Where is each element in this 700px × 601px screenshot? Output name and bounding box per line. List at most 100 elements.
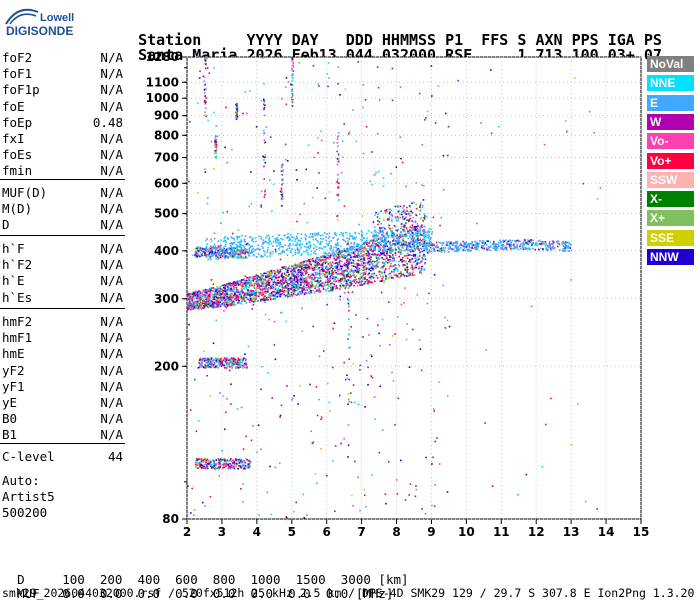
x-tick-label: 13 [563,525,580,539]
echo-point [227,283,229,285]
echo-point [466,246,468,248]
echo-point [221,460,223,462]
echo-point [469,250,471,252]
echo-point [255,293,257,295]
echo-point [209,366,211,368]
echo-point [415,257,417,259]
echo-point [413,272,415,274]
echo-point [199,256,201,258]
echo-point [400,253,402,255]
echo-point [382,237,384,239]
echo-point [339,264,341,266]
echo-point [282,289,284,291]
echo-point [210,461,212,463]
echo-point [311,283,313,285]
echo-point [245,302,247,304]
echo-point [234,285,236,287]
echo-point [477,243,479,245]
echo-point [261,279,263,281]
echo-point [385,259,387,261]
echo-point [487,240,489,242]
echo-point [246,257,248,259]
echo-point [199,300,201,302]
echo-point [204,360,206,362]
echo-point [431,244,433,246]
echo-point [334,284,336,286]
echo-point [412,274,414,276]
echo-point [285,280,287,282]
echo-point [369,272,371,274]
echo-point [367,262,369,264]
echo-point [401,212,403,214]
echo-point [300,272,302,274]
echo-point [553,243,555,245]
echo-point [301,243,303,245]
echo-point [237,257,239,259]
echo-point [209,363,211,365]
echo-point [201,248,203,250]
echo-point [278,248,280,250]
echo-point [205,362,207,364]
echo-point [358,233,360,235]
echo-point [327,254,329,256]
echo-point [196,297,198,299]
echo-point [370,276,372,278]
echo-point [314,251,316,253]
echo-point [424,263,426,265]
echo-point [411,220,413,222]
echo-point [278,292,280,294]
echo-point [322,267,324,269]
echo-point [448,241,450,243]
echo-point [233,303,235,305]
echo-point [249,290,251,292]
echo-point [409,244,411,246]
echo-point [269,297,271,299]
echo-point [570,247,572,249]
echo-point [307,264,309,266]
echo-point [359,264,361,266]
echo-point [328,284,330,286]
echo-point [287,271,289,273]
echo-point [297,283,299,285]
echo-point [516,246,518,248]
echo-point [556,241,558,243]
echo-point [365,281,367,283]
echo-point [417,263,419,265]
echo-point [284,266,286,268]
x-tick-label: 6 [323,525,331,539]
echo-point [367,283,369,285]
echo-point [294,263,296,265]
echo-point [246,284,248,286]
echo-point [481,241,483,243]
echo-point [236,285,238,287]
echo-point [264,295,266,297]
echo-point [411,255,413,257]
echo-point [214,293,216,295]
echo-point [249,278,251,280]
echo-point [293,268,295,270]
echo-point [407,258,409,260]
echo-point [229,460,231,462]
echo-point [216,303,218,305]
echo-point [400,227,402,229]
echo-point [498,246,500,248]
echo-point [317,286,319,288]
echo-point [195,464,197,466]
echo-point [244,364,246,366]
echo-point [337,266,339,268]
echo-point [204,306,206,308]
echo-point [318,259,320,261]
echo-point [253,285,255,287]
echo-point [306,261,308,263]
echo-point [296,276,298,278]
echo-point [394,274,396,276]
echo-point [278,276,280,278]
echo-point [246,467,248,469]
echo-point [389,247,391,249]
echo-point [420,261,422,263]
echo-point [372,252,374,254]
echo-point [457,250,459,252]
echo-point [259,294,261,296]
echo-point [220,293,222,295]
echo-point [208,256,210,258]
